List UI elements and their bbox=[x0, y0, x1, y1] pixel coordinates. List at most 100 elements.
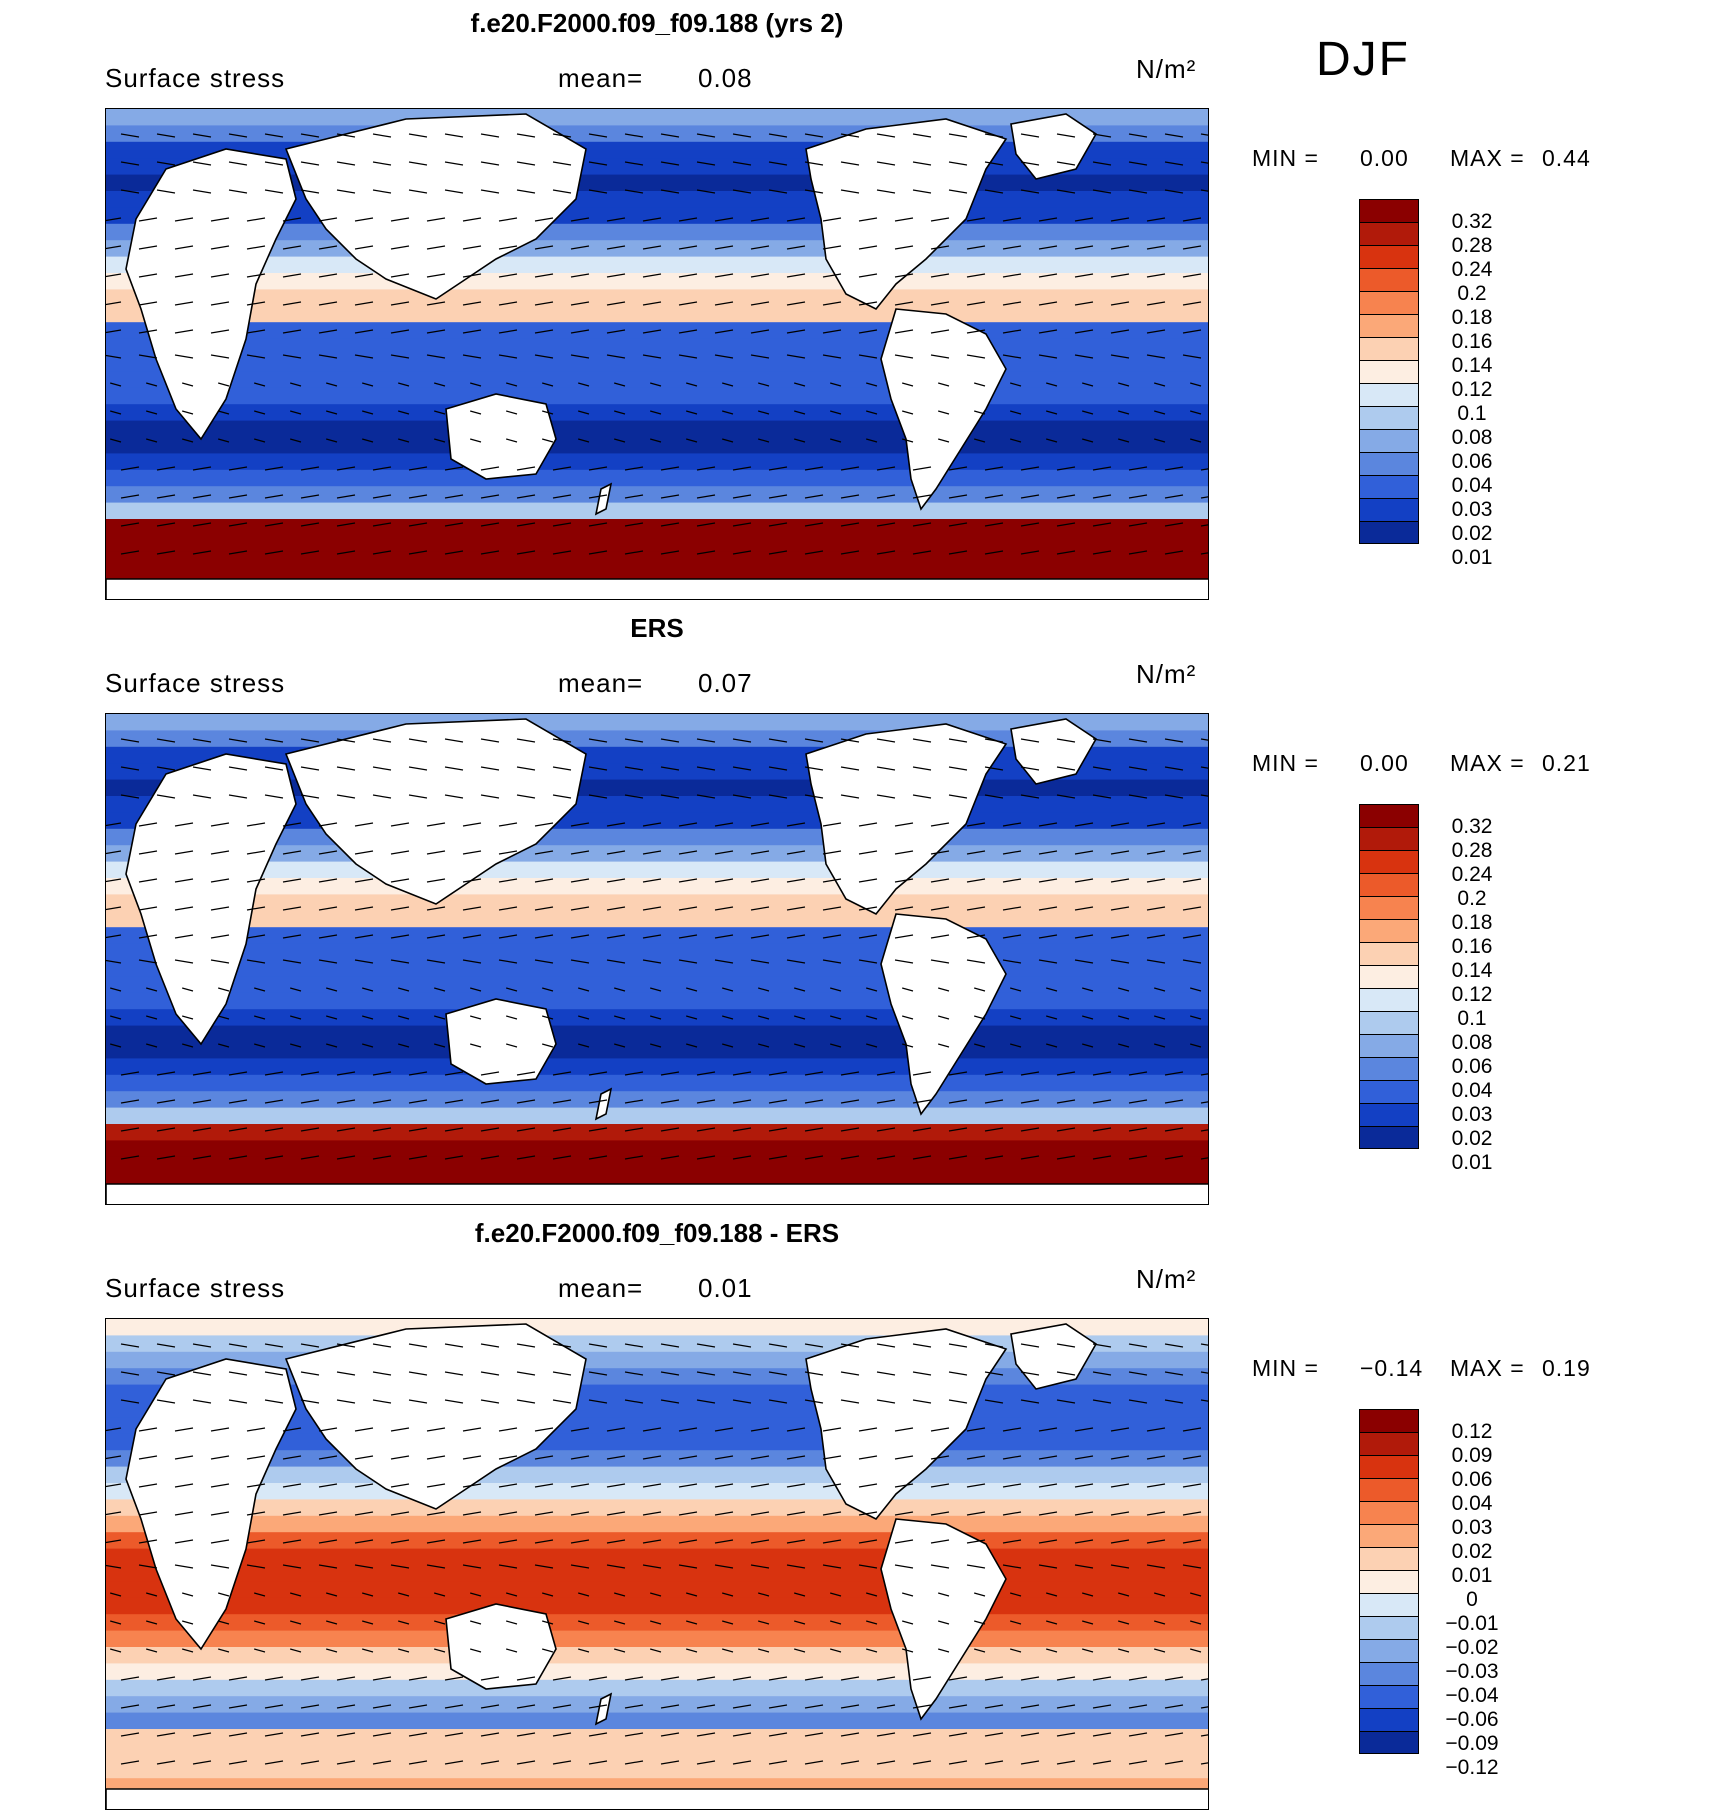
wind-vector bbox=[426, 1564, 446, 1569]
colorbar-swatch bbox=[1359, 406, 1419, 429]
wind-vector bbox=[606, 822, 626, 827]
wind-vector bbox=[1038, 354, 1058, 359]
stress-band bbox=[106, 371, 1208, 389]
wind-vector bbox=[750, 878, 770, 883]
wind-vector bbox=[858, 878, 878, 883]
wind-vector bbox=[1020, 189, 1040, 194]
wind-vector bbox=[120, 738, 140, 743]
wind-vector bbox=[290, 438, 302, 443]
wind-vector bbox=[1056, 1399, 1076, 1404]
wind-vector bbox=[408, 189, 428, 194]
wind-vector bbox=[408, 1704, 428, 1709]
wind-vector bbox=[480, 161, 500, 166]
wind-vector bbox=[570, 1511, 590, 1516]
wind-vector bbox=[1046, 382, 1058, 387]
wind-vector bbox=[1010, 1015, 1022, 1020]
wind-vector bbox=[678, 1539, 698, 1544]
wind-vector bbox=[174, 1483, 194, 1488]
wind-vector bbox=[822, 822, 842, 827]
wind-vector bbox=[948, 133, 968, 138]
landmass bbox=[106, 1788, 1208, 1809]
wind-vector bbox=[1082, 987, 1094, 992]
wind-vector bbox=[354, 301, 374, 306]
colorbar-tick-label: 0.28 bbox=[1451, 839, 1493, 862]
wind-vector bbox=[974, 410, 986, 415]
wind-vector bbox=[156, 1399, 176, 1404]
wind-vector bbox=[858, 1483, 878, 1488]
wind-vector bbox=[984, 1343, 1004, 1348]
stress-band bbox=[106, 1107, 1208, 1125]
wind-vector bbox=[372, 522, 392, 527]
wind-vector bbox=[1200, 1399, 1208, 1402]
wind-vector bbox=[624, 522, 644, 527]
colorbar-tick-label: 0.03 bbox=[1451, 1103, 1493, 1126]
wind-vector bbox=[614, 410, 626, 415]
wind-vector bbox=[1002, 906, 1022, 911]
wind-vector bbox=[948, 189, 968, 194]
wind-vector bbox=[1010, 1620, 1022, 1625]
wind-vector bbox=[1128, 1155, 1148, 1160]
wind-vector bbox=[642, 959, 662, 964]
wind-vector bbox=[506, 1015, 518, 1020]
wind-vector bbox=[578, 1648, 590, 1653]
wind-vector bbox=[786, 850, 806, 855]
wind-vector bbox=[1074, 329, 1094, 334]
wind-vector bbox=[372, 738, 392, 743]
wind-vector bbox=[588, 1371, 608, 1376]
wind-vector bbox=[1182, 934, 1202, 939]
wind-vector bbox=[534, 822, 554, 827]
wind-vector bbox=[894, 1427, 914, 1432]
wind-vector bbox=[1038, 822, 1058, 827]
wind-vector bbox=[930, 301, 950, 306]
wind-vector bbox=[930, 1483, 950, 1488]
wind-vector bbox=[228, 1071, 248, 1076]
wind-vector bbox=[506, 1620, 518, 1625]
wind-vector bbox=[876, 189, 896, 194]
wind-vector bbox=[326, 987, 338, 992]
wind-vector bbox=[1190, 438, 1202, 443]
wind-vector bbox=[110, 1043, 122, 1048]
wind-vector bbox=[1154, 1015, 1166, 1020]
wind-vector bbox=[938, 1648, 950, 1653]
wind-vector bbox=[894, 217, 914, 222]
wind-vector bbox=[650, 987, 662, 992]
wind-vector bbox=[624, 1071, 644, 1076]
wind-vector bbox=[858, 354, 878, 359]
wind-vector bbox=[498, 1483, 518, 1488]
wind-vector bbox=[930, 959, 950, 964]
wind-vector bbox=[192, 1155, 212, 1160]
stress-band bbox=[106, 1025, 1208, 1043]
wind-vector bbox=[462, 1564, 482, 1569]
wind-vector bbox=[336, 189, 356, 194]
wind-vector bbox=[1164, 794, 1184, 799]
wind-vector bbox=[426, 1455, 446, 1460]
wind-vector bbox=[408, 522, 428, 527]
wind-vector bbox=[578, 987, 590, 992]
colorbar-tick-label: 0.2 bbox=[1457, 887, 1487, 910]
wind-vector bbox=[254, 1620, 266, 1625]
wind-vector bbox=[876, 161, 896, 166]
wind-vector bbox=[804, 1760, 824, 1765]
wind-vector bbox=[354, 878, 374, 883]
wind-vector bbox=[678, 1483, 698, 1488]
wind-vector bbox=[462, 906, 482, 911]
wind-vector bbox=[732, 1071, 752, 1076]
wind-vector bbox=[246, 1427, 266, 1432]
wind-vector bbox=[1092, 494, 1112, 499]
wind-vector bbox=[1110, 354, 1130, 359]
wind-vector bbox=[210, 1483, 230, 1488]
wind-vector bbox=[1182, 878, 1202, 883]
wind-vector bbox=[660, 466, 680, 471]
wind-vector bbox=[552, 1676, 572, 1681]
wind-vector bbox=[1182, 850, 1202, 855]
wind-vector bbox=[696, 161, 716, 166]
wind-vector bbox=[858, 1539, 878, 1544]
wind-vector bbox=[1038, 878, 1058, 883]
wind-vector bbox=[1164, 522, 1184, 527]
wind-vector bbox=[984, 494, 1004, 499]
wind-vector bbox=[398, 410, 410, 415]
wind-vector bbox=[264, 1343, 284, 1348]
wind-vector bbox=[1128, 494, 1148, 499]
wind-vector bbox=[156, 1676, 176, 1681]
wind-vector bbox=[228, 466, 248, 471]
